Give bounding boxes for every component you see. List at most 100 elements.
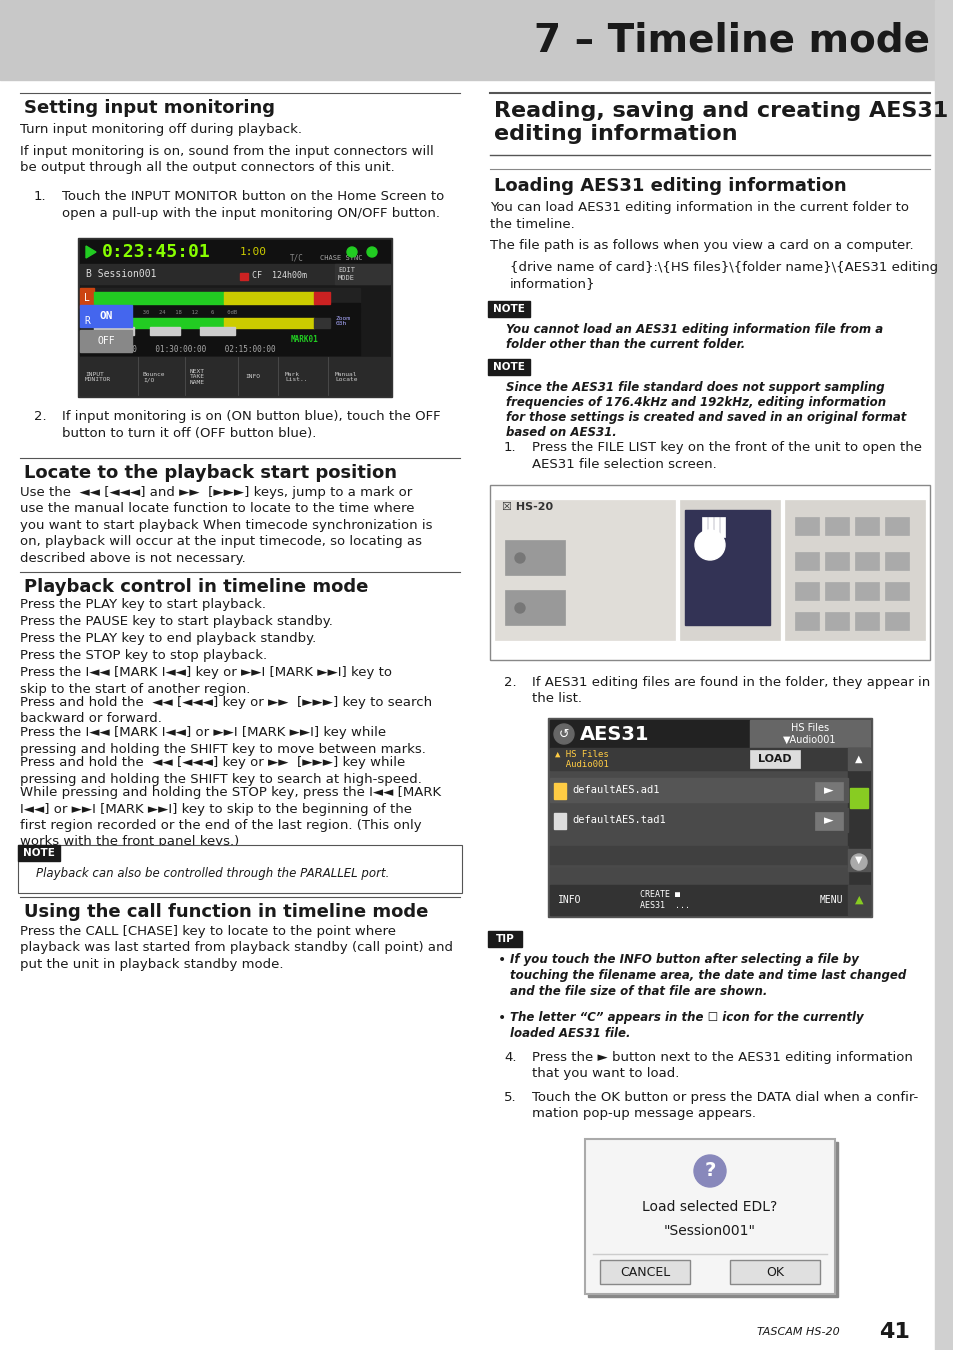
Bar [550,886,847,915]
Text: ▲: ▲ [854,895,862,905]
Bar [80,329,132,352]
Text: TASCAM HS-20: TASCAM HS-20 [757,1327,840,1336]
Bar [335,265,390,284]
Text: HS Files
▼Audio001: HS Files ▼Audio001 [782,724,836,745]
Bar [550,720,869,748]
Bar [18,845,60,861]
Bar [94,292,224,304]
Bar [847,748,869,770]
Bar [884,517,908,535]
Circle shape [367,247,376,256]
Bar [884,582,908,599]
Text: Touch the OK button or press the DATA dial when a confir-
mation pop-up message : Touch the OK button or press the DATA di… [532,1091,918,1120]
Bar [854,552,878,570]
Bar [599,1260,689,1284]
Text: Bounce
I/O: Bounce I/O [143,371,165,382]
Bar [729,1260,820,1284]
Bar [794,552,818,570]
Text: Press and hold the  ◄◄ [◄◄◄] key or ►►  [►►►] key while
pressing and holding the: Press and hold the ◄◄ [◄◄◄] key or ►► [►… [20,756,421,786]
Text: Press the ► button next to the AES31 editing information
that you want to load.: Press the ► button next to the AES31 edi… [532,1052,912,1080]
Bar [684,510,769,625]
Text: 7 – Timeline mode: 7 – Timeline mode [534,22,929,59]
Text: The file path is as follows when you view a card on a computer.: The file path is as follows when you vie… [490,239,913,252]
Text: ▲: ▲ [854,755,862,764]
Bar [824,612,848,630]
Text: ☒ HS-20: ☒ HS-20 [501,502,553,512]
Bar [749,751,800,768]
Bar [224,319,314,328]
Circle shape [850,855,866,869]
Text: ?: ? [703,1161,715,1180]
Bar [849,788,867,809]
Text: While pressing and holding the STOP key, press the I◄◄ [MARK
I◄◄] or ►►I [MARK ►: While pressing and holding the STOP key,… [20,786,440,849]
Bar [847,748,869,915]
Text: Press and hold the  ◄◄ [◄◄◄] key or ►►  [►►►] key to search
backward or forward.: Press and hold the ◄◄ [◄◄◄] key or ►► [►… [20,697,432,725]
Text: 1.: 1. [34,190,47,202]
Text: Press the STOP key to stop playback.: Press the STOP key to stop playback. [20,649,267,662]
Text: ►: ► [823,814,833,828]
Text: Since the AES31 file standard does not support sampling
frequencies of 176.4kHz : Since the AES31 file standard does not s… [505,381,905,439]
Bar [847,849,869,871]
Text: MENU: MENU [820,895,842,905]
Text: ON: ON [99,310,112,321]
Circle shape [695,531,724,560]
Text: You cannot load an AES31 editing information file from a
folder other than the c: You cannot load an AES31 editing informa… [505,323,882,351]
Text: Touch the INPUT MONITOR button on the Home Screen to
open a pull-up with the inp: Touch the INPUT MONITOR button on the Ho… [62,190,444,220]
Text: Reading, saving and creating AES31
editing information: Reading, saving and creating AES31 editi… [494,101,947,144]
Text: The letter “C” appears in the ☐ icon for the currently
loaded AES31 file.: The letter “C” appears in the ☐ icon for… [510,1011,862,1040]
Text: CREATE ■
AES31  ...: CREATE ■ AES31 ... [639,890,689,910]
Bar [80,312,359,329]
Text: MARK01: MARK01 [291,336,318,344]
Bar [794,582,818,599]
Text: CF  124h00m: CF 124h00m [252,271,307,281]
Bar [720,517,724,537]
Text: R: R [84,316,90,325]
Text: B Session001: B Session001 [86,269,156,279]
Bar [554,783,565,799]
Bar [224,292,314,304]
Bar [240,273,248,279]
Bar [854,582,878,599]
Bar [18,845,461,892]
Text: Press the PAUSE key to start playback standby.: Press the PAUSE key to start playback st… [20,616,333,628]
Text: Locate to the playback start position: Locate to the playback start position [24,464,396,482]
Circle shape [693,1156,725,1187]
Text: CHASE SYNC: CHASE SYNC [319,255,362,261]
Bar [679,500,780,640]
Text: ►: ► [823,784,833,798]
Polygon shape [86,246,96,258]
Text: INFO: INFO [558,895,581,905]
Bar [80,240,390,265]
Text: INPUT
MONITOR: INPUT MONITOR [85,371,112,382]
Bar [94,327,133,335]
Text: Playback control in timeline mode: Playback control in timeline mode [24,578,368,595]
Bar [854,612,878,630]
Bar [550,720,869,915]
Bar [0,0,953,80]
Bar [884,612,908,630]
Bar [550,890,847,909]
Text: Load selected EDL?: Load selected EDL? [641,1200,777,1214]
Bar [934,0,953,1350]
Text: If input monitoring is on, sound from the input connectors will
be output throug: If input monitoring is on, sound from th… [20,144,434,174]
Bar [554,813,565,829]
Text: Loading AES31 editing information: Loading AES31 editing information [494,177,845,194]
Text: 2.: 2. [503,676,517,688]
Text: dB60  48  36   30   24   18   12    6    0dB: dB60 48 36 30 24 18 12 6 0dB [94,310,236,315]
Text: TIP: TIP [496,934,514,944]
Bar [80,312,94,329]
Text: INFO: INFO [245,374,260,379]
Text: Use the  ◄◄ [◄◄◄] and ►►  [►►►] keys, jump to a mark or
use the manual locate fu: Use the ◄◄ [◄◄◄] and ►► [►►►] keys, jump… [20,486,432,566]
Bar [784,500,924,640]
Bar [495,500,675,640]
Text: You can load AES31 editing information in the current folder to
the timeline.: You can load AES31 editing information i… [490,201,908,231]
Text: NEXT
TAKE
NAME: NEXT TAKE NAME [190,369,205,385]
Text: Press the PLAY key to start playback.: Press the PLAY key to start playback. [20,598,266,612]
Bar [824,582,848,599]
Bar [80,356,390,396]
Text: Mark
List..: Mark List.. [285,371,307,382]
Bar [314,319,330,328]
Text: Press the PLAY key to end playback standby.: Press the PLAY key to end playback stand… [20,632,315,645]
Bar [854,517,878,535]
Text: NOTE: NOTE [493,304,524,315]
